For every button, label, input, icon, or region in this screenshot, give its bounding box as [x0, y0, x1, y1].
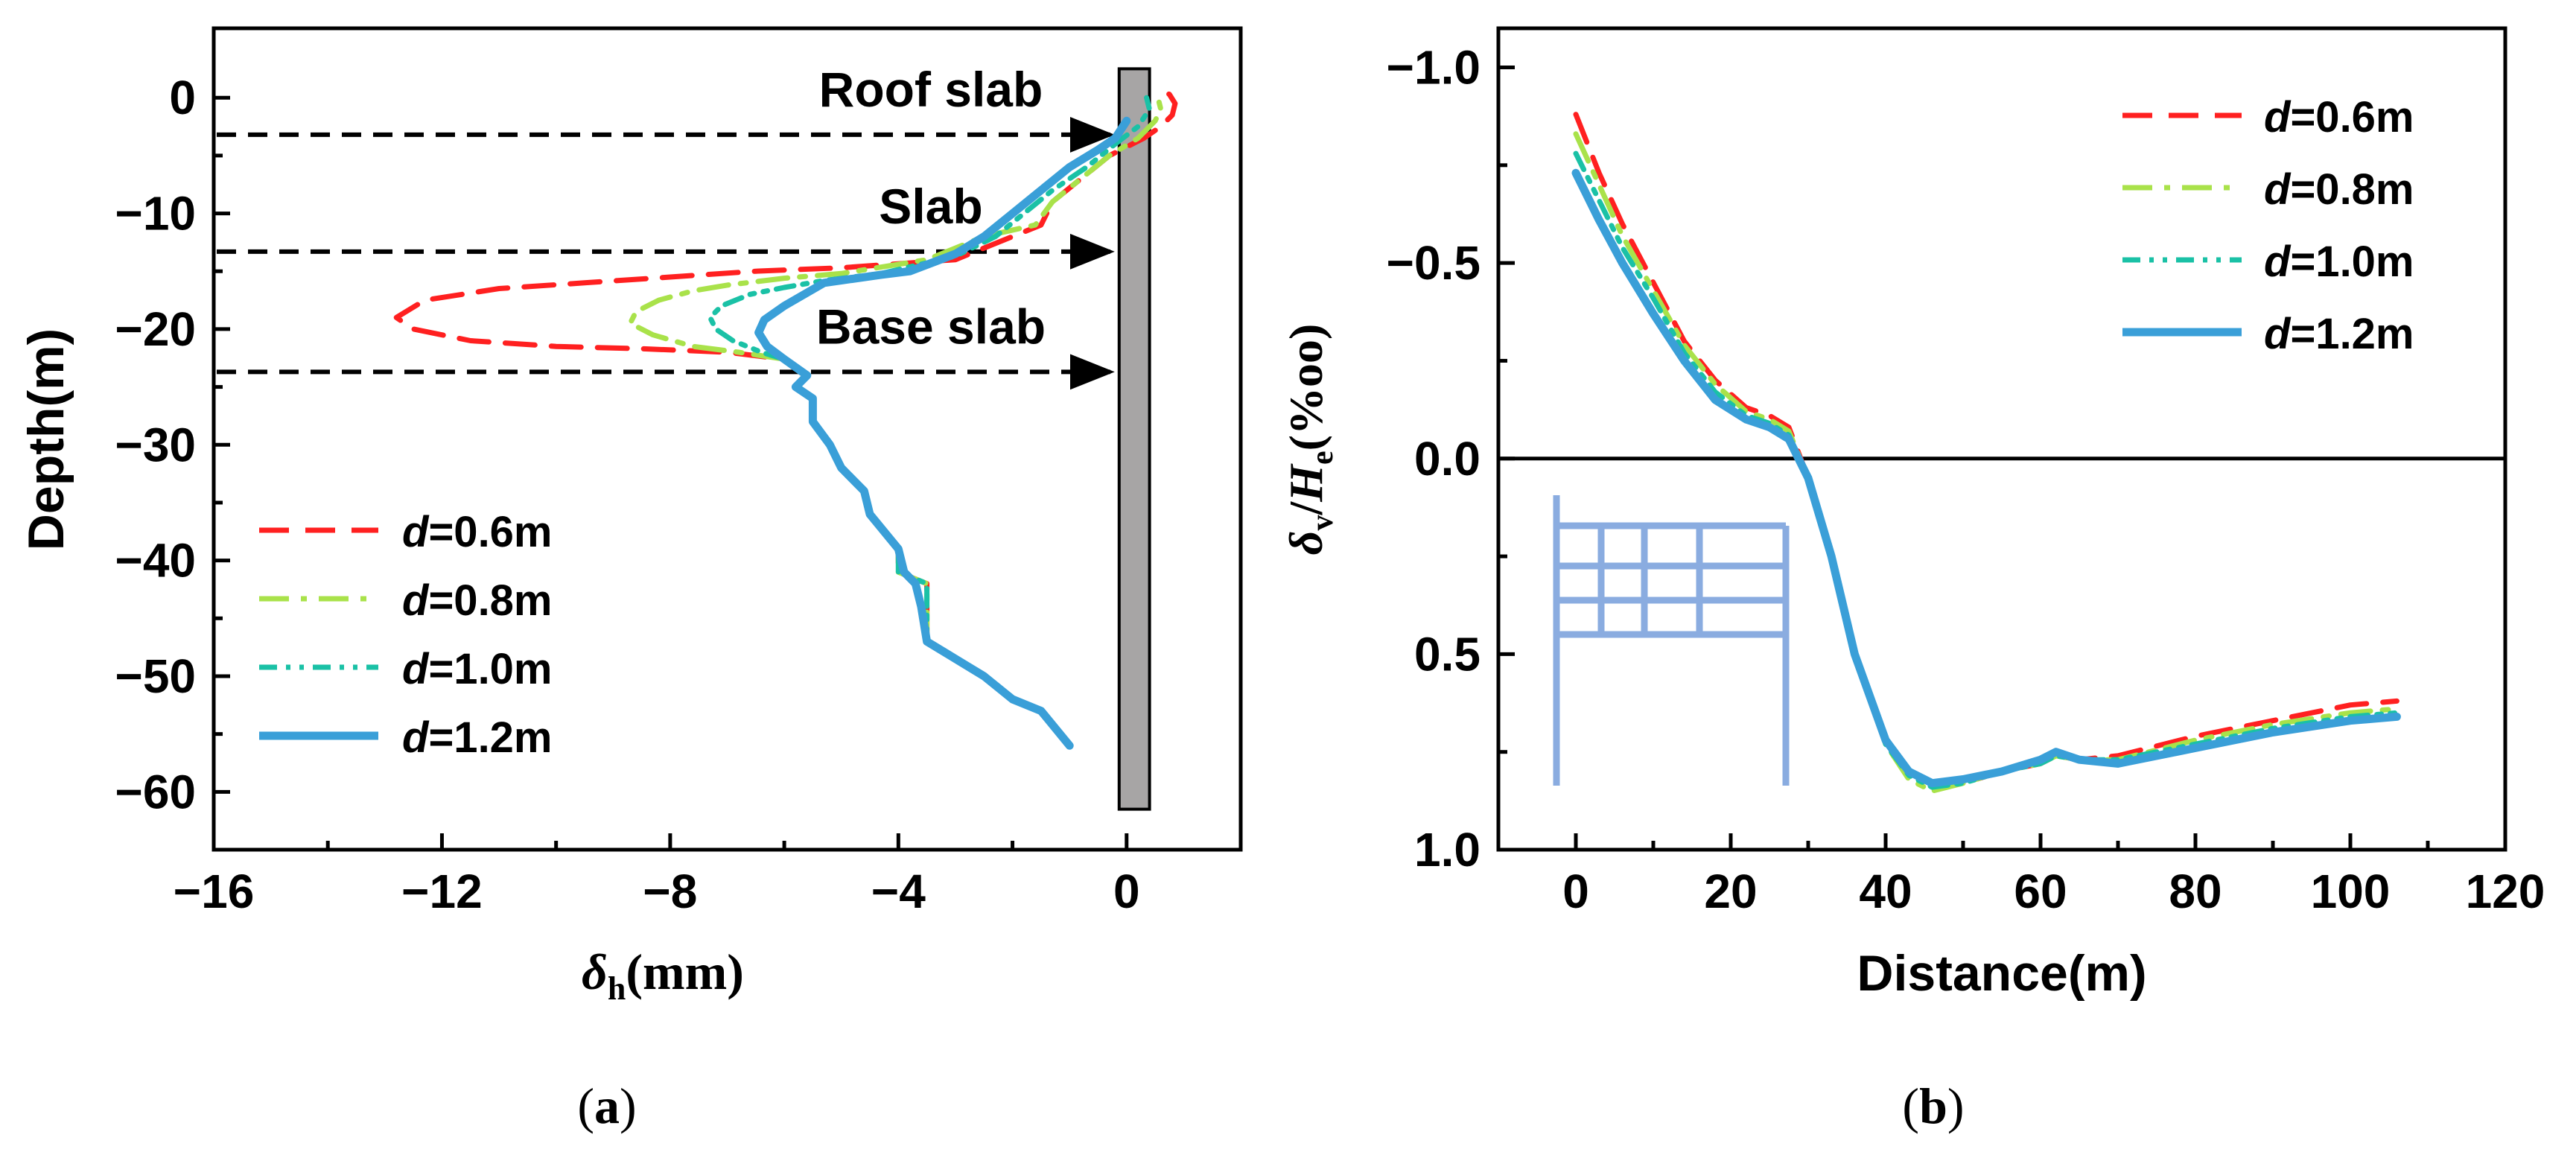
- x-tick-label: −8: [643, 865, 697, 918]
- chart-a-legend: d=0.6m d=0.8m d=1.0m d=1.2m: [259, 508, 553, 762]
- x-tick-label: 120: [2466, 865, 2545, 918]
- chart-a-y-axis: 0 −10 −20 −30 −40 −50 −60: [115, 71, 230, 818]
- x-tick-label: 0: [1113, 865, 1140, 918]
- chart-a-legend-label: d=1.2m: [402, 713, 553, 762]
- y-tick-label: −0.5: [1387, 236, 1481, 290]
- chart-a-legend-label: d=1.0m: [402, 645, 553, 693]
- x-tick-label: 100: [2311, 865, 2391, 918]
- chart-a-legend-label: d=0.8m: [402, 576, 553, 625]
- x-tick-label: 20: [1704, 865, 1757, 918]
- chart-b-plot-frame: [1496, 26, 2507, 852]
- x-tick-label: −4: [871, 865, 926, 918]
- y-tick-label: 0.0: [1414, 432, 1481, 486]
- chart-b-x-axis: 0 20 40 60 80 100 120: [1562, 833, 2545, 918]
- series-line: [754, 116, 1131, 750]
- x-tick-label: 60: [2014, 865, 2067, 918]
- chart-a-series: [393, 88, 1178, 750]
- chart-a-x-axis: −16 −12 −8 −4 0: [174, 833, 1140, 918]
- slab-annotations: Roof slab Slab Base slab: [217, 62, 1115, 390]
- x-tick-label: 40: [1859, 865, 1912, 918]
- y-tick-label: −40: [115, 534, 196, 588]
- chart-b-series: [1571, 112, 2401, 794]
- series-line: [1573, 131, 2400, 794]
- y-tick-label: −1.0: [1387, 41, 1481, 95]
- chart-b-y-axis: −1.0 −0.5 0.0 0.5 1.0: [1387, 41, 1515, 877]
- y-tick-label: 0: [169, 71, 196, 124]
- y-tick-label: −60: [115, 765, 196, 818]
- y-tick-label: −10: [115, 187, 196, 241]
- y-tick-label: −20: [115, 302, 196, 356]
- series-line: [1571, 168, 2401, 788]
- chart-b-legend-label: d=1.2m: [2264, 310, 2414, 358]
- x-tick-label: −16: [174, 865, 255, 918]
- series-line: [1573, 112, 2400, 790]
- y-tick-label: −50: [115, 649, 196, 703]
- annotation-label: Slab: [879, 179, 982, 234]
- chart-b-y-axis-label: δv/He(%oo): [1279, 324, 1340, 556]
- chart-a-legend-label: d=0.6m: [402, 508, 553, 556]
- panel-b-caption: (b): [1902, 1078, 1964, 1134]
- chart-b: 0 20 40 60 80 100 120 −1.0 −0.5 0.0 0.5 1.0 Distan…: [1279, 26, 2545, 1134]
- annotation-label: Roof slab: [819, 62, 1043, 117]
- y-tick-label: −30: [115, 418, 196, 471]
- x-tick-label: 80: [2169, 865, 2222, 918]
- y-tick-label: 0.5: [1414, 627, 1481, 681]
- annotation-label: Base slab: [816, 299, 1046, 354]
- wall: [1117, 67, 1151, 811]
- panel-a-caption: (a): [577, 1078, 636, 1134]
- chart-b-legend: d=0.6m d=0.8m d=1.0m d=1.2m: [2122, 93, 2414, 358]
- chart-b-legend-label: d=0.6m: [2264, 93, 2414, 141]
- chart-b-legend-label: d=1.0m: [2264, 238, 2414, 286]
- x-tick-label: −12: [401, 865, 483, 918]
- chart-a-plot-frame: [212, 26, 1243, 852]
- chart-b-x-axis-label: Distance(m): [1857, 945, 2146, 1002]
- chart-a-y-axis-label: Depth(m): [18, 328, 74, 550]
- chart-a-x-axis-label: δh(mm): [582, 944, 744, 1007]
- y-tick-label: 1.0: [1414, 823, 1481, 877]
- x-tick-label: 0: [1562, 865, 1589, 918]
- chart-b-legend-label: d=0.8m: [2264, 165, 2414, 214]
- structure-sketch: [1553, 495, 1790, 786]
